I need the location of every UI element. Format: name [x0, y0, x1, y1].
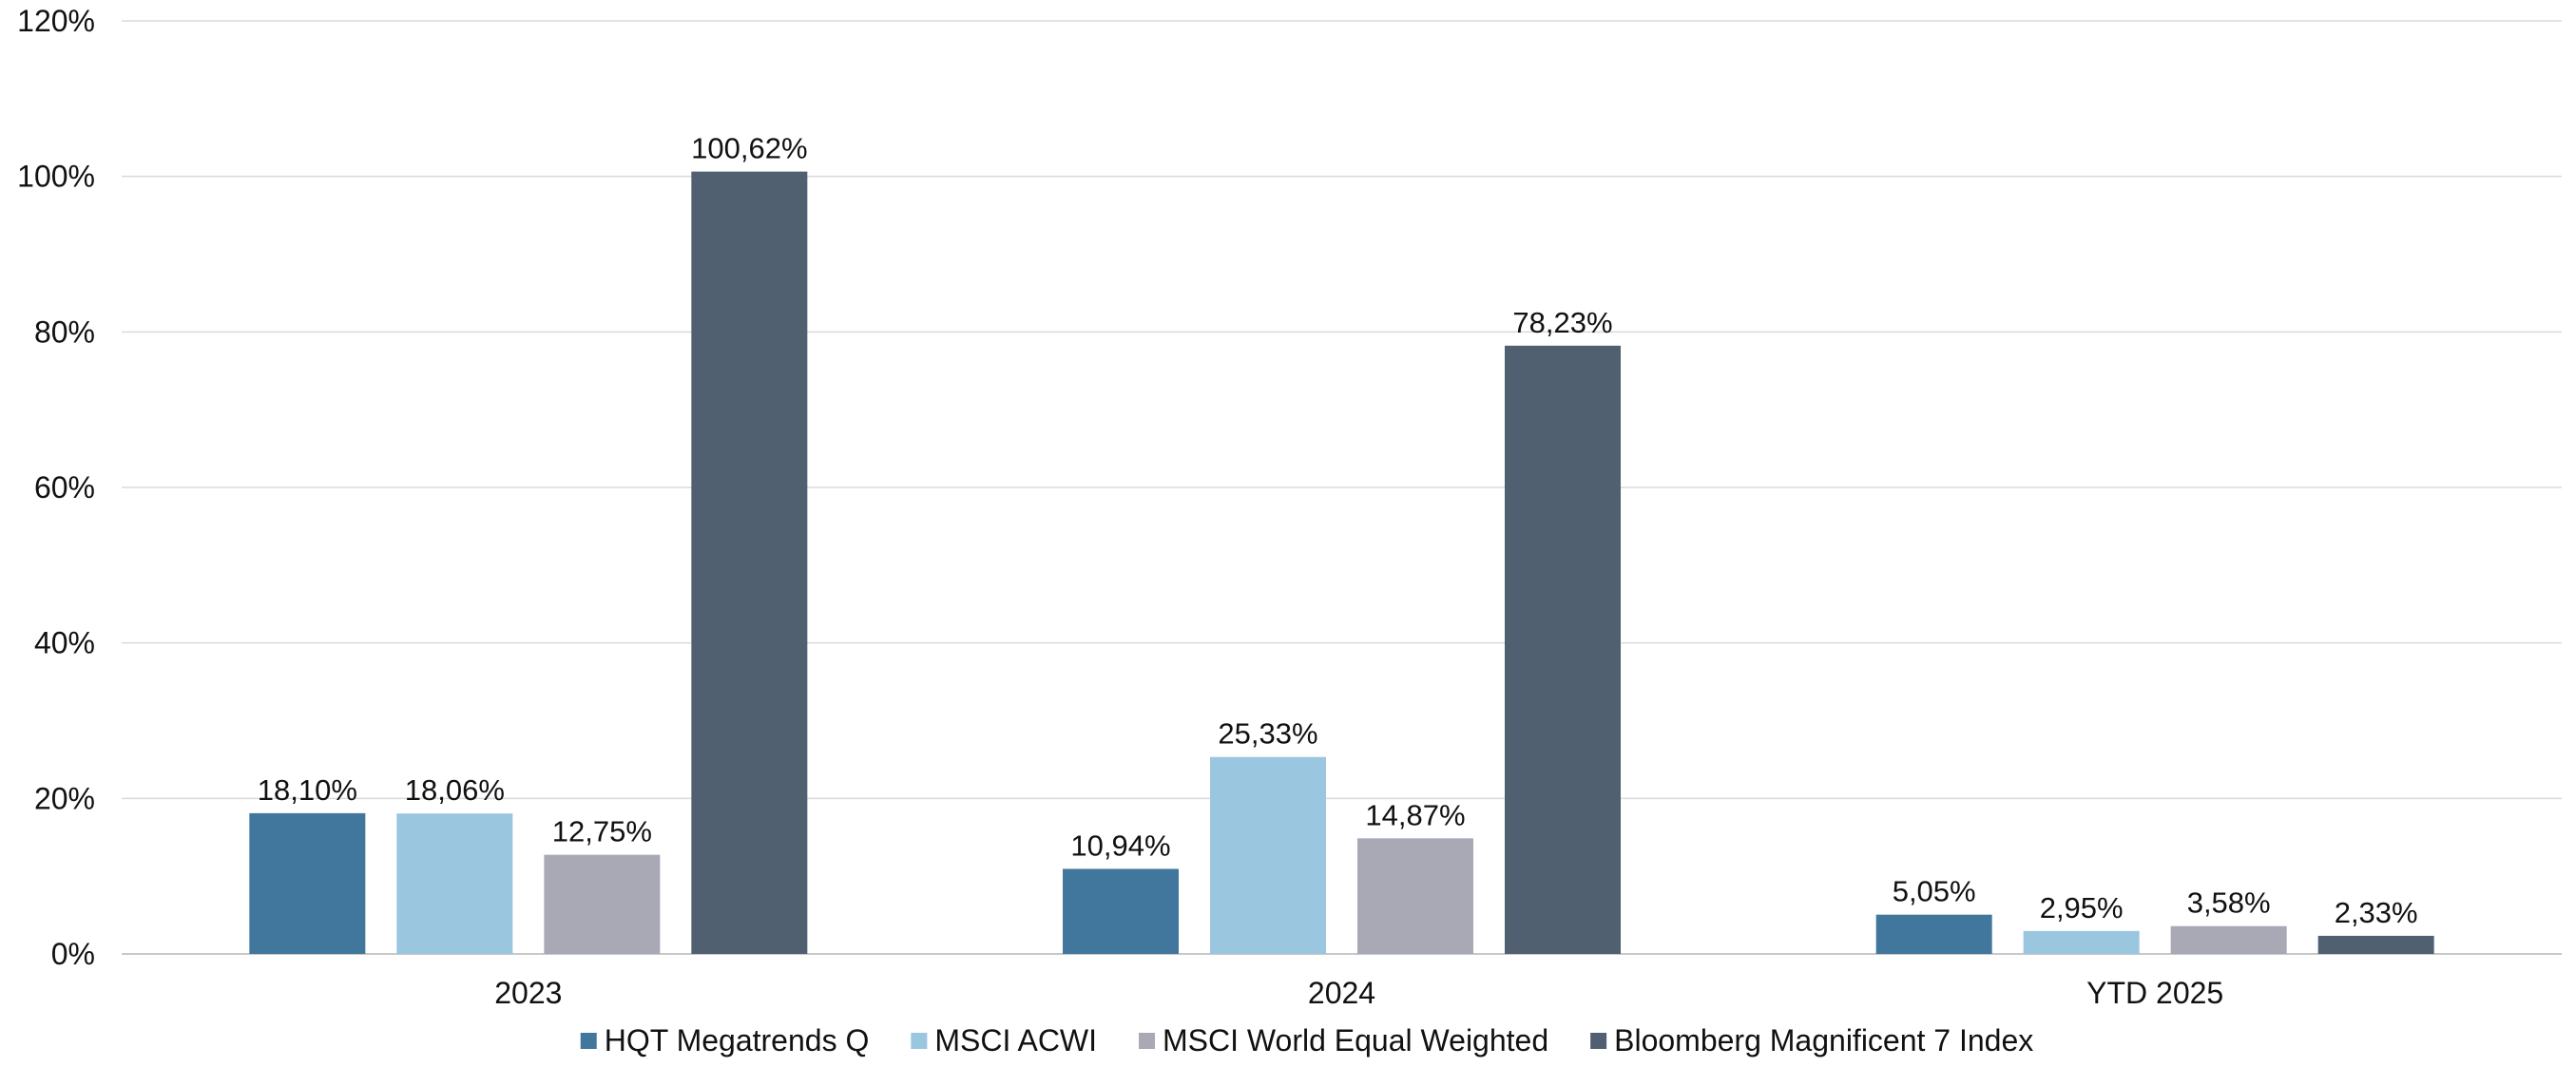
x-tick-label: 2024	[1308, 976, 1375, 1010]
data-label: 10,94%	[1070, 829, 1170, 862]
bar	[1063, 868, 1179, 954]
bar	[1505, 345, 1621, 954]
data-label: 5,05%	[1893, 875, 1976, 908]
data-label: 18,10%	[258, 773, 357, 807]
legend-swatch	[1590, 1033, 1607, 1049]
data-label: 2,33%	[2335, 896, 2418, 929]
data-label: 78,23%	[1512, 306, 1612, 339]
gridlines	[122, 20, 2562, 955]
data-label: 18,06%	[405, 773, 505, 807]
legend-label: MSCI ACWI	[934, 1023, 1097, 1057]
legend-item: Bloomberg Magnificent 7 Index	[1590, 1023, 2033, 1057]
data-label: 25,33%	[1218, 717, 1317, 751]
legend: HQT Megatrends Q MSCI ACWI MSCI World Equa…	[580, 1023, 2033, 1057]
y-tick-label: 40%	[34, 626, 95, 660]
data-label: 12,75%	[552, 815, 652, 848]
data-label: 2,95%	[2040, 891, 2124, 924]
legend-label: Bloomberg Magnificent 7 Index	[1614, 1023, 2033, 1057]
bar	[544, 854, 661, 954]
y-tick-label: 120%	[17, 4, 95, 38]
x-axis-tick-labels: 2023 2024 YTD 2025	[494, 976, 2223, 1010]
bar	[396, 813, 513, 954]
data-labels: 18,10% 18,06% 12,75% 100,62% 10,94% 25,33% 14,…	[258, 132, 2418, 929]
y-tick-label: 80%	[34, 314, 95, 349]
y-tick-label: 0%	[51, 937, 95, 971]
legend-swatch	[580, 1033, 597, 1049]
bar	[1357, 838, 1473, 954]
legend-item: MSCI ACWI	[911, 1023, 1097, 1057]
bar	[1875, 914, 1992, 954]
legend-item: HQT Megatrends Q	[580, 1023, 870, 1057]
legend-item: MSCI World Equal Weighted	[1139, 1023, 1548, 1057]
bar	[2317, 935, 2434, 954]
bar	[2170, 925, 2287, 954]
bar	[2023, 930, 2140, 954]
x-tick-label: 2023	[494, 976, 562, 1010]
y-axis-tick-labels: 0% 20% 40% 60% 80% 100% 120%	[17, 4, 95, 971]
data-label: 100,62%	[691, 132, 807, 165]
bar	[249, 812, 366, 954]
bar	[691, 171, 808, 954]
legend-swatch	[1139, 1033, 1156, 1049]
x-tick-label: YTD 2025	[2086, 976, 2223, 1010]
data-label: 3,58%	[2187, 886, 2271, 920]
bar	[1210, 756, 1326, 954]
legend-label: MSCI World Equal Weighted	[1163, 1023, 1548, 1057]
y-tick-label: 100%	[17, 160, 95, 194]
y-tick-label: 60%	[34, 470, 95, 505]
legend-swatch	[911, 1033, 928, 1049]
legend-label: HQT Megatrends Q	[605, 1023, 870, 1057]
bars	[249, 171, 2434, 954]
data-label: 14,87%	[1365, 798, 1465, 831]
y-tick-label: 20%	[34, 781, 95, 815]
